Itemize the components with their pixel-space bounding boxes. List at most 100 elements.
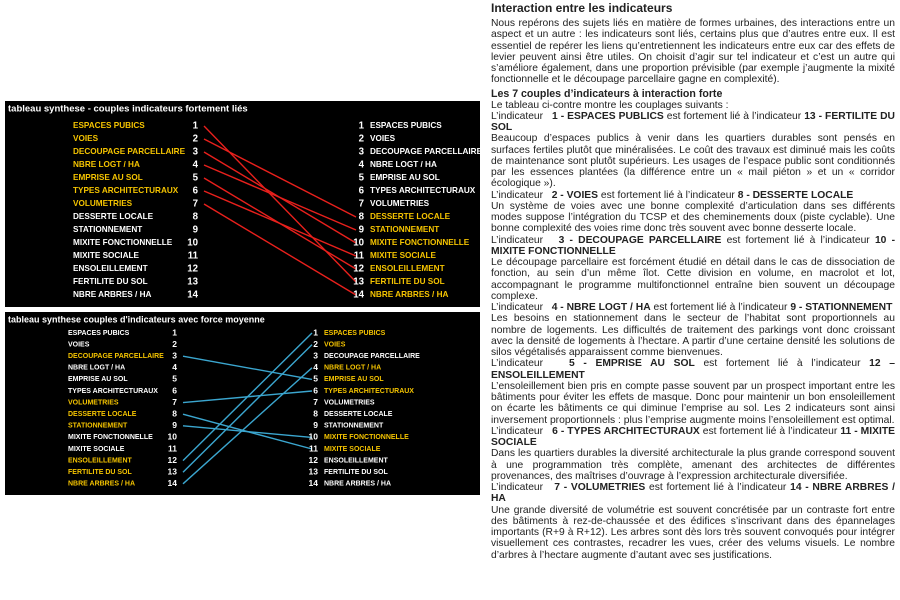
indicator-label: ESPACES PUBICS [370, 121, 442, 130]
indicator-label: DESSERTE LOCALE [73, 212, 154, 221]
pair-mid: est fortement lié à l’indicateur [653, 302, 788, 313]
indicator-b: 13 - FERTILITE DU SOL [491, 110, 895, 133]
indicator-number: 2 [193, 134, 198, 145]
indicator-number: 9 [313, 420, 318, 430]
pair-body: Dans les quartiers durables la diversité… [491, 448, 895, 482]
pair-mid: est fortement lié à l’indicateur [600, 189, 735, 201]
indicator-number: 11 [188, 251, 199, 262]
indicator-number: 14 [309, 478, 319, 488]
indicator-label: MIXITE SOCIALE [73, 251, 139, 260]
pair-prefix: L’indicateur [491, 358, 544, 370]
pair-body: Le découpage parcellaire est forcément é… [491, 257, 895, 302]
indicator-number: 8 [359, 212, 365, 223]
indicator-number: 3 [359, 147, 365, 158]
pair-heading: L’indicateur 7 - VOLUMETRIES est forteme… [491, 482, 895, 505]
panel-title: tableau synthese couples d'indicateurs a… [8, 314, 265, 324]
indicator-number: 2 [172, 339, 177, 349]
panel-bottom-bg [5, 312, 480, 495]
pair-prefix: L’indicateur [491, 482, 544, 493]
link-line [182, 425, 313, 439]
indicator-label: FERTILITE DU SOL [68, 469, 133, 476]
indicator-label: MIXITE FONCTIONNELLE [370, 238, 470, 247]
indicator-label: DECOUPAGE PARCELLAIRE [73, 147, 186, 156]
indicator-label: VOLUMETRIES [370, 199, 430, 208]
indicator-label: ESPACES PUBICS [324, 330, 386, 337]
indicator-number: 7 [193, 199, 198, 210]
pair-prefix: L’indicateur [491, 302, 544, 313]
indicator-number: 4 [313, 362, 318, 372]
indicator-number: 13 [168, 466, 178, 476]
indicator-number: 1 [193, 121, 199, 132]
indicator-number: 8 [172, 408, 177, 418]
indicator-number: 3 [193, 147, 199, 158]
indicator-number: 9 [193, 225, 199, 236]
indicator-label: STATIONNEMENT [324, 423, 384, 430]
pair-mid: est fortement lié à l’indicateur [666, 110, 802, 122]
indicator-number: 11 [354, 251, 365, 262]
indicator-label: NBRE LOGT / HA [324, 365, 381, 372]
indicator-number: 13 [309, 466, 319, 476]
pair-body: Les besoins en stationnement dans le sec… [491, 313, 895, 358]
indicator-number: 5 [313, 374, 318, 384]
indicator-label: MIXITE FONCTIONNELLE [68, 434, 153, 441]
indicator-label: STATIONNEMENT [370, 225, 439, 234]
indicator-number: 8 [193, 212, 199, 223]
indicator-label: ENSOLEILLEMENT [370, 264, 445, 273]
indicator-label: NBRE LOGT / HA [370, 160, 437, 169]
indicator-number: 5 [193, 173, 199, 184]
indicator-label: MIXITE SOCIALE [370, 251, 436, 260]
indicator-number: 10 [353, 238, 364, 249]
indicator-number: 10 [187, 238, 198, 249]
indicator-number: 7 [172, 397, 177, 407]
indicator-label: FERTILITE DU SOL [324, 469, 389, 476]
pair-heading: L’indicateur 3 - DECOUPAGE PARCELLAIRE e… [491, 235, 895, 258]
indicator-label: ENSOLEILLEMENT [73, 264, 148, 273]
indicator-number: 8 [313, 408, 318, 418]
lead: Le tableau ci-contre montre les couplage… [491, 99, 729, 111]
link-line [203, 138, 357, 218]
pair-body: Une grande diversité de volumétrie est s… [491, 504, 895, 561]
indicator-a: 3 - DECOUPAGE PARCELLAIRE [558, 234, 722, 246]
indicator-label: VOIES [370, 134, 396, 143]
panel-title: tableau synthese - couples indicateurs f… [8, 104, 248, 115]
indicator-label: ESPACES PUBICS [73, 121, 145, 130]
indicator-b: 14 - NBRE ARBRES / HA [491, 482, 895, 505]
indicator-label: VOLUMETRIES [73, 199, 133, 208]
pair-prefix: L’indicateur [491, 110, 544, 122]
indicator-number: 3 [172, 350, 177, 360]
indicator-label: NBRE ARBRES / HA [370, 290, 448, 299]
indicator-a: 4 - NBRE LOGT / HA [551, 302, 651, 313]
indicator-label: TYPES ARCHITECTURAUX [68, 388, 158, 395]
indicator-number: 12 [168, 455, 178, 465]
link-line [203, 203, 357, 296]
diagrams: tableau synthese - couples indicateurs f… [5, 101, 483, 495]
indicator-label: DECOUPAGE PARCELLAIRE [370, 147, 483, 156]
indicator-number: 7 [359, 199, 364, 210]
indicator-label: ENSOLEILLEMENT [324, 457, 389, 464]
indicator-number: 4 [172, 362, 177, 372]
heading: Interaction entre les indicateurs [491, 1, 673, 15]
indicator-number: 7 [313, 397, 318, 407]
indicator-number: 3 [313, 350, 318, 360]
indicator-number: 6 [172, 385, 177, 395]
article: Interaction entre les indicateurs Nous r… [491, 0, 895, 600]
indicator-a: 5 - EMPRISE AU SOL [569, 358, 695, 370]
pair-mid: est fortement lié à l’indicateur [648, 482, 787, 493]
indicator-a: 2 - VOIES [551, 189, 599, 201]
pair-mid: est fortement lié à l’indicateur [702, 425, 838, 437]
indicator-label: DESSERTE LOCALE [324, 411, 393, 418]
indicator-label: STATIONNEMENT [73, 225, 142, 234]
indicator-a: 1 - ESPACES PUBLICS [552, 110, 664, 122]
indicator-b: 9 - STATIONNEMENT [790, 302, 893, 313]
indicator-number: 4 [193, 160, 199, 171]
pair-body: L’ensoleillement bien pris en compte pas… [491, 380, 895, 426]
indicator-number: 5 [172, 374, 177, 384]
indicator-label: EMPRISE AU SOL [73, 173, 143, 182]
indicator-label: NBRE LOGT / HA [73, 160, 140, 169]
pair-heading: L’indicateur 4 - NBRE LOGT / HA est fort… [491, 302, 895, 313]
indicator-label: MIXITE FONCTIONNELLE [324, 434, 409, 441]
indicator-label: FERTILITE DU SOL [370, 277, 445, 286]
indicator-label: EMPRISE AU SOL [68, 376, 128, 383]
indicator-label: VOLUMETRIES [68, 399, 119, 406]
indicator-number: 2 [359, 134, 364, 145]
